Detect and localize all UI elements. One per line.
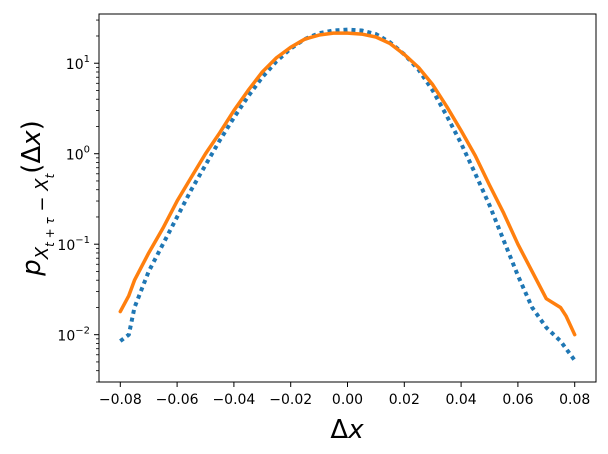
y-axis-label: pXt + τ − Xt(Δx) [17, 120, 57, 277]
x-tick-label: 0.04 [446, 392, 477, 408]
y-tick-label: 10−2 [57, 326, 90, 345]
x-axis-label: Δx [330, 415, 364, 445]
x-tick-label: −0.08 [99, 392, 142, 408]
plot-frame [98, 13, 597, 383]
y-axis-label-part: ) [17, 120, 47, 130]
y-tick-label-base: 10 [57, 329, 75, 345]
y-tick-label: 100 [66, 145, 90, 164]
y-axis-label-part: X [32, 246, 53, 260]
x-tick-label: 0.08 [559, 392, 590, 408]
x-tick-label: 0.02 [389, 392, 420, 408]
series-line-1 [119, 27, 577, 362]
y-axis-label-part: − [32, 191, 53, 218]
y-axis-label-part: X [32, 178, 53, 192]
y-tick-label: 10−1 [57, 235, 90, 254]
y-axis-label-part: p [17, 259, 47, 277]
y-axis-label-part: x [17, 130, 47, 147]
x-tick-label: −0.04 [212, 392, 255, 408]
x-axis-label-part: x [347, 415, 364, 445]
y-tick-label-exponent: 1 [84, 54, 90, 65]
y-axis-label-part: t [43, 172, 57, 178]
x-tick-label: −0.02 [269, 392, 312, 408]
y-axis-label-part: t + τ [43, 217, 57, 247]
y-tick-label-exponent: 0 [84, 145, 90, 156]
series-group [118, 27, 577, 362]
x-tick-label: −0.06 [156, 392, 199, 408]
y-tick-label-base: 10 [57, 238, 75, 254]
x-axis: −0.08 −0.06 −0.04 −0.02 0.00 0.02 0.04 0.06 0.08 [99, 382, 590, 408]
y-tick-label: 101 [66, 54, 90, 73]
y-axis-label-part: (Δ [17, 146, 47, 174]
x-tick-label: 0.06 [502, 392, 533, 408]
y-tick-label-base: 10 [66, 148, 84, 164]
y-tick-label-exponent: −1 [75, 235, 90, 246]
x-tick-label: 0.00 [332, 392, 363, 408]
y-tick-label-exponent: −2 [75, 326, 90, 337]
x-axis-label-part: Δ [330, 415, 348, 445]
series-line-2 [118, 31, 577, 337]
y-tick-label-base: 10 [66, 57, 84, 73]
